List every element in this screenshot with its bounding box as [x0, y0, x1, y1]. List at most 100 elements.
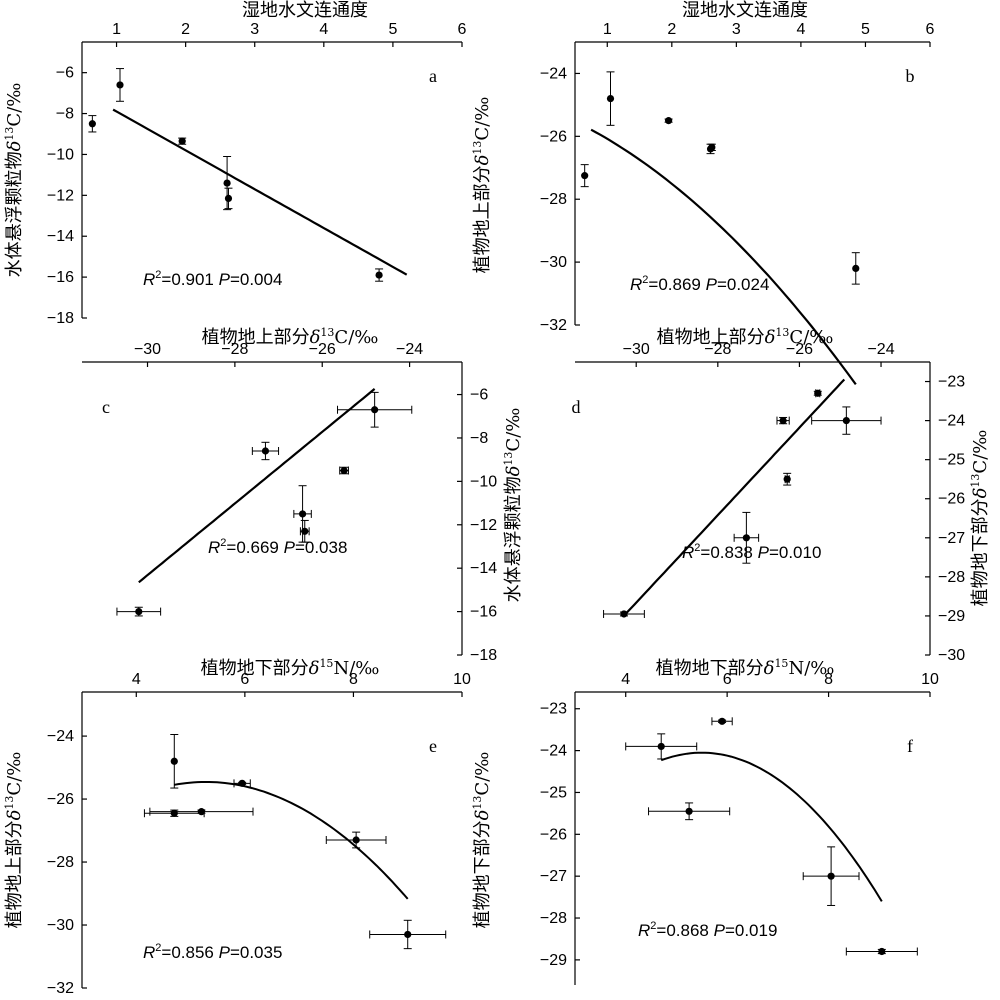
y-tick-label: −16	[47, 269, 74, 286]
stat-p-symbol: P	[714, 921, 726, 940]
x-tick-label: −30	[623, 341, 650, 358]
y-axis-label: 水体悬浮颗粒物δ13C/‰	[502, 408, 524, 603]
x-tick-label: 8	[824, 671, 833, 688]
data-marker	[88, 120, 96, 128]
panel-label: f	[907, 736, 913, 756]
y-tick-label: −10	[470, 473, 497, 490]
y-tick-label: −30	[540, 254, 567, 271]
y-tick-label: −24	[540, 743, 567, 760]
data-point	[603, 609, 645, 618]
y-tick-label: −18	[470, 647, 497, 664]
stat-r-superscript: 2	[155, 269, 161, 281]
label-text: 植物地下部分	[472, 820, 493, 928]
data-marker	[375, 271, 383, 279]
chart-panel-a: 1 2 3 4 5 6 −6 −8 −10 −12 −14 −16 −18 湿地水文连通度水体悬浮颗粒物δ…	[3, 0, 467, 327]
label-text: C/‰	[503, 408, 524, 452]
x-axis-label: 植物地上部分δ13C/‰	[657, 326, 834, 348]
data-point	[707, 143, 716, 151]
data-point	[648, 802, 731, 821]
data-marker	[814, 389, 822, 397]
data-marker	[298, 510, 307, 518]
y-tick-label: −23	[938, 374, 965, 391]
x-tick-label: 1	[112, 21, 121, 38]
label-text: 植物地下部分	[201, 658, 309, 679]
label-text: 植物地上部分	[472, 165, 493, 273]
panel-label: a	[429, 66, 437, 86]
data-point	[224, 187, 233, 210]
data-point	[116, 68, 124, 102]
x-axis-label: 植物地下部分δ15N/‰	[656, 657, 835, 679]
x-tick-label: 3	[250, 21, 259, 38]
stat-r2-value: =0.838	[700, 543, 757, 562]
stat-p-value: =0.035	[230, 943, 282, 962]
x-axis-label: 植物地下部分δ15N/‰	[201, 657, 380, 679]
data-point	[845, 947, 918, 956]
data-marker	[842, 417, 850, 425]
x-tick-label: 4	[621, 671, 630, 688]
label-text: 水体悬浮颗粒物	[503, 476, 524, 602]
label-text: 植物地下部分	[656, 658, 764, 679]
x-tick-label: 4	[796, 21, 805, 38]
stat-annotation: R2=0.869 P=0.024	[630, 274, 769, 294]
x-tick-label: 6	[926, 21, 935, 38]
x-tick-label: 5	[388, 21, 397, 38]
data-marker	[606, 95, 615, 103]
x-tick-label: 8	[349, 671, 358, 688]
label-superscript: 13	[969, 474, 982, 488]
fit-line	[174, 781, 409, 900]
data-point	[88, 115, 97, 133]
y-tick-label: −29	[540, 952, 567, 969]
stat-r-superscript: 2	[642, 274, 648, 286]
stat-r-symbol: R	[682, 543, 694, 562]
y-tick-label: −27	[938, 530, 965, 547]
data-marker	[404, 930, 412, 939]
label-text: C/‰	[4, 83, 25, 127]
panel-label: c	[102, 397, 110, 417]
data-point	[776, 416, 790, 425]
x-tick-label: −28	[221, 341, 248, 358]
x-axis-label: 植物地上部分δ13C/‰	[202, 326, 379, 348]
chart-panel-e: 4 6 8 10−24−26−28−30−32植物地下部分δ15N/‰植物地上部分δ1…	[3, 657, 471, 997]
x-tick-label: 5	[861, 21, 870, 38]
label-text: 水体悬浮颗粒物	[4, 151, 25, 277]
label-delta: δ	[472, 155, 493, 166]
data-point	[178, 137, 187, 145]
stat-r2-value: =0.856	[161, 943, 218, 962]
y-tick-label: −10	[47, 146, 74, 163]
data-marker	[878, 947, 886, 956]
panel-label: e	[429, 736, 437, 756]
x-tick-label: 4	[319, 21, 328, 38]
data-point	[149, 807, 254, 816]
data-point	[664, 117, 673, 125]
stat-annotation: R2=0.856 P=0.035	[143, 942, 282, 962]
y-tick-label: −27	[540, 868, 567, 885]
stat-p-value: =0.038	[295, 538, 347, 557]
x-axis-label: 湿地水文连通度	[682, 0, 808, 21]
y-tick-label: −28	[540, 910, 567, 927]
label-delta: δ	[309, 658, 320, 679]
stat-p-symbol: P	[758, 543, 770, 562]
y-tick-label: −23	[540, 701, 567, 718]
x-tick-label: −26	[786, 341, 813, 358]
stat-annotation: R2=0.901 P=0.004	[143, 269, 282, 289]
chart-panel-d: −30 −28 −26 −24 −23 −24 −25 −26 −27 −28 −29 −30 植物地上…	[572, 326, 992, 664]
chart-panel-c: −30 −28 −26 −24−6−8−10−12−14−16−18植物地上部分δ13…	[82, 326, 524, 664]
data-point	[170, 734, 179, 789]
panel-label: d	[572, 397, 581, 417]
data-marker	[352, 836, 360, 844]
label-text: N/‰	[788, 658, 834, 679]
label-text: 植物地下部分	[970, 498, 991, 606]
data-marker	[178, 137, 186, 145]
data-marker	[827, 872, 835, 880]
chart-panel-b: 1 2 3 4 5 6−24−26−28−30−32湿地水文连通度植物地上部分δ13C/‰…	[471, 0, 935, 386]
label-delta: δ	[970, 488, 991, 499]
label-text: C/‰	[4, 752, 25, 796]
data-marker	[116, 81, 124, 89]
fit-line	[623, 378, 846, 617]
data-marker	[340, 466, 348, 475]
data-marker	[664, 117, 673, 125]
stat-r2-value: =0.868	[656, 921, 713, 940]
fit-line	[590, 128, 857, 386]
data-point	[733, 511, 760, 564]
